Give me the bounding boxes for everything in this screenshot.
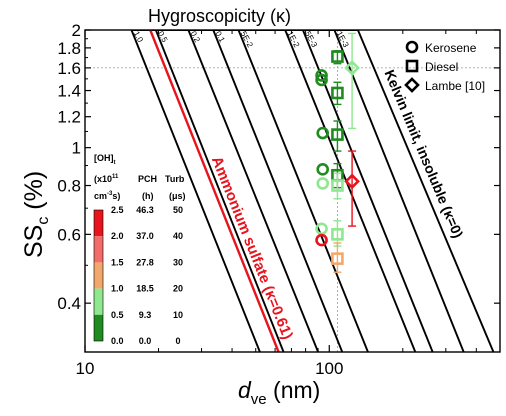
kappa-line — [357, 30, 495, 352]
kappa-line — [212, 30, 344, 352]
square-point — [331, 86, 344, 100]
kappa-line — [333, 30, 465, 352]
colorbar-header-pch: PCH — [138, 174, 157, 184]
y-axis-title-sub: c — [35, 217, 52, 225]
colorbar-oh-value: 1.0 — [111, 284, 124, 294]
ammonium-sulfate-label: Ammonium sulfate (κ=0.61) — [208, 154, 296, 342]
y-tick-label: 0.8 — [57, 177, 81, 196]
colorbar-oh-value: 0.5 — [111, 310, 124, 320]
colorbar-turb-value: 0 — [175, 336, 180, 346]
y-axis-title: SSc (%) — [20, 171, 52, 258]
y-tick-label: 1 — [72, 139, 81, 158]
circle-point — [315, 69, 328, 82]
colorbar-pch-value: 27.8 — [136, 257, 154, 267]
kappa-line — [130, 30, 261, 352]
y-tick-label: 1.8 — [57, 39, 81, 58]
kappa-line — [154, 30, 285, 352]
x-axis-title-unit: (nm) — [267, 377, 321, 403]
square-legend-marker — [405, 59, 419, 73]
y-axis-title-unit: (%) — [20, 171, 48, 217]
colorbar-header-unit2-main: cm — [94, 191, 107, 201]
circle-point — [316, 163, 330, 176]
y-axis-title-main: SS — [20, 225, 48, 258]
y-tick-label: 1.2 — [57, 108, 81, 127]
colorbar-header-turb: Turb — [165, 174, 185, 184]
x-axis-title-main: d — [238, 377, 252, 403]
colorbar-oh-value: 2.5 — [111, 205, 124, 215]
colorbar-pch-value: 37.0 — [136, 231, 154, 241]
colorbar-header-pch-unit: (h) — [142, 191, 154, 201]
colorbar-turb-value: 20 — [173, 284, 183, 294]
kappa-line-label: 0.1 — [213, 30, 226, 45]
circle-point — [316, 177, 330, 190]
kappa-line-label: 5E-2 — [239, 30, 255, 50]
kappa-line-label: 1E-2 — [285, 30, 301, 50]
square-point — [331, 128, 344, 141]
circle-legend-marker — [405, 40, 419, 54]
square-point — [331, 50, 344, 63]
colorbar-header-oh-sub: t — [114, 160, 116, 166]
y-tick-label: 1.6 — [57, 59, 81, 78]
y-tick-label: 1.4 — [57, 82, 81, 101]
diamond-point — [344, 173, 360, 190]
colorbar-pch-value: 0.0 — [139, 336, 152, 346]
kappa-line — [187, 30, 319, 352]
diamond-legend-marker — [404, 77, 420, 93]
y-tick-label: 0.6 — [57, 225, 81, 244]
x-tick-label: 100 — [315, 359, 343, 378]
colorbar-pch-value: 9.3 — [139, 310, 152, 320]
colorbar-header-turb-unit: (μs) — [169, 191, 186, 201]
diamond-point — [344, 60, 360, 76]
circle-point — [315, 233, 328, 247]
plot-frame — [84, 29, 501, 353]
colorbar-header-unit1-main: (x10 — [94, 174, 112, 184]
colorbar-pch-value: 46.3 — [136, 205, 154, 215]
kappa-line — [237, 30, 369, 352]
colorbar-header-oh-main: [OH] — [94, 153, 114, 163]
colorbar-band — [94, 288, 103, 315]
colorbar-header-unit2-tail: s) — [112, 191, 120, 201]
legend-label: Diesel — [425, 60, 458, 74]
colorbar-turb-value: 50 — [173, 205, 183, 215]
square-point — [331, 252, 344, 265]
colorbar-band — [94, 210, 103, 237]
square-point — [331, 179, 344, 192]
colorbar-header-unit2: cm-3s) — [94, 191, 120, 201]
colorbar-turb-value: 10 — [173, 310, 183, 320]
colorbar-band — [94, 236, 103, 263]
colorbar-oh-value: 2.0 — [111, 231, 124, 241]
colorbar-header-unit1-sup: 11 — [112, 174, 119, 180]
kelvin-limit-label: Kelvin limit, insoluble (κ=0) — [381, 67, 466, 240]
kappa-line-label: 1.0 — [132, 30, 145, 45]
x-tick-label: 10 — [76, 359, 95, 378]
legend-label: Kerosene — [425, 41, 477, 55]
x-axis-title-sub: ve — [251, 391, 267, 408]
square-point — [331, 228, 344, 241]
x-axis-title: dve (nm) — [238, 377, 320, 408]
colorbar-pch-value: 18.5 — [136, 284, 154, 294]
colorbar-oh-value: 1.5 — [111, 257, 124, 267]
y-tick-label: 0.4 — [57, 294, 81, 313]
colorbar-header-oh: [OH]t — [94, 153, 116, 166]
y-tick-label: 2 — [72, 21, 81, 40]
top-axis-label: Hygroscopicity (κ) — [148, 6, 291, 26]
circle-point — [316, 126, 330, 140]
colorbar-band — [94, 314, 103, 341]
colorbar-band — [94, 262, 103, 289]
colorbar-frame — [93, 209, 104, 342]
circle-point — [315, 222, 328, 236]
colorbar-header-unit2-sup: -3 — [107, 191, 113, 197]
colorbar-turb-value: 40 — [173, 231, 183, 241]
colorbar-turb-value: 30 — [173, 257, 183, 267]
colorbar-header-unit1: (x1011 — [94, 174, 119, 184]
ammonium-sulfate-line — [149, 30, 280, 352]
legend-label: Lambe [10] — [425, 79, 485, 93]
kappa-line-label: 0.2 — [189, 30, 202, 45]
circle-point — [315, 73, 328, 87]
kappa-line — [284, 30, 417, 352]
colorbar-oh-value: 0.0 — [111, 336, 124, 346]
